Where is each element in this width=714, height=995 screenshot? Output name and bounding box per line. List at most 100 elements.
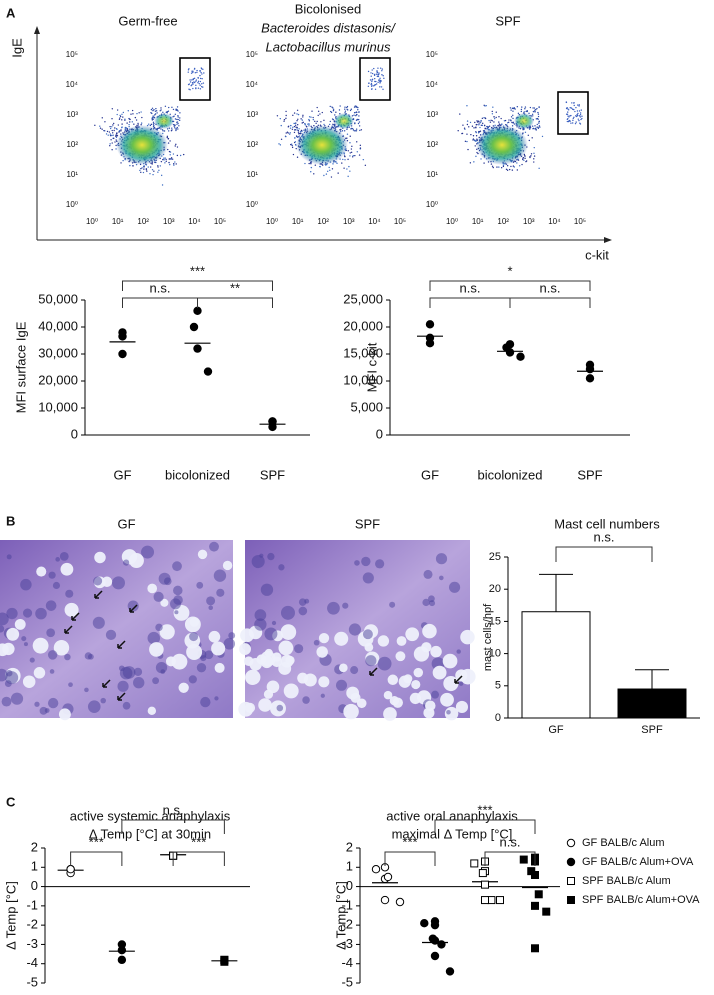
- significance-bracket: [434, 819, 536, 834]
- event-dot: [332, 163, 334, 165]
- event-dot: [153, 170, 155, 172]
- data-point: [203, 367, 213, 376]
- data-point: [531, 871, 539, 879]
- event-dot: [161, 184, 164, 186]
- y-axis-label: Δ Temp [°C]: [3, 881, 18, 950]
- cell: [49, 669, 55, 674]
- event-dot: [350, 151, 353, 154]
- event-dot: [377, 67, 379, 69]
- flow-density: [94, 67, 205, 186]
- event-dot: [113, 129, 115, 132]
- event-dot: [150, 123, 153, 126]
- cell: [442, 653, 458, 669]
- cell: [36, 566, 47, 577]
- cell: [327, 601, 340, 615]
- cell: [313, 639, 320, 646]
- event-dot: [509, 107, 512, 109]
- data-point: [534, 890, 543, 899]
- event-dot: [147, 166, 149, 168]
- cell: [318, 676, 330, 688]
- significance-label: n.s.: [460, 280, 481, 295]
- cell: [155, 623, 163, 632]
- y-tick-label: 10¹: [66, 170, 78, 179]
- event-dot: [538, 167, 540, 170]
- event-dot: [124, 118, 126, 120]
- significance-label: n.s.: [150, 280, 171, 295]
- event-dot: [128, 123, 130, 126]
- data-point: [395, 897, 405, 907]
- event-dot: [541, 135, 544, 138]
- event-dot: [177, 116, 179, 118]
- event-dot: [472, 135, 475, 137]
- event-dot: [124, 128, 126, 130]
- cell: [208, 630, 221, 643]
- y-tick-label: 10¹: [426, 170, 438, 179]
- event-dot: [200, 86, 203, 88]
- event-dot: [311, 110, 313, 112]
- event-dot: [466, 120, 469, 122]
- event-dot: [292, 114, 294, 117]
- event-dot: [151, 169, 154, 171]
- x-tick-label: 10⁴: [548, 217, 561, 226]
- event-dot: [355, 114, 357, 117]
- flow-density: [457, 101, 583, 171]
- event-dot: [500, 117, 502, 120]
- cell: [413, 667, 424, 678]
- event-dot: [300, 129, 303, 132]
- event-dot: [120, 129, 122, 131]
- cell: [206, 596, 216, 606]
- x-tick-label: GF: [548, 724, 564, 736]
- cell: [342, 602, 349, 609]
- y-tick-label: 0: [31, 878, 38, 893]
- event-dot: [141, 167, 143, 169]
- event-dot: [464, 140, 467, 143]
- event-dot: [308, 162, 310, 165]
- event-dot: [573, 104, 575, 107]
- cell: [147, 631, 161, 645]
- event-dot: [296, 113, 298, 115]
- event-dot: [189, 89, 191, 91]
- event-dot: [143, 166, 145, 168]
- event-dot: [466, 105, 468, 107]
- event-dot: [115, 139, 117, 141]
- event-dot: [321, 111, 323, 114]
- event-dot: [153, 114, 156, 116]
- cell: [123, 559, 130, 566]
- event-dot: [473, 161, 475, 163]
- arrow: [94, 590, 103, 599]
- event-dot: [355, 128, 358, 130]
- significance-bracket: [197, 297, 273, 308]
- data-point: [531, 901, 539, 910]
- data-point: [118, 349, 127, 359]
- event-dot: [501, 123, 503, 125]
- event-dot: [357, 118, 360, 121]
- event-dot: [310, 171, 312, 173]
- event-dot: [576, 113, 578, 116]
- arrow: [454, 675, 463, 684]
- data-point: [542, 907, 551, 916]
- event-dot: [112, 122, 115, 125]
- event-dot: [381, 69, 383, 72]
- event-dot: [199, 77, 202, 80]
- event-dot: [195, 80, 197, 82]
- event-dot: [129, 121, 131, 123]
- event-dot: [155, 107, 157, 110]
- cell: [100, 697, 106, 704]
- event-dot: [379, 82, 381, 84]
- event-dot: [296, 156, 299, 158]
- y-tick-label: 30,000: [38, 345, 78, 360]
- event-dot: [377, 81, 379, 84]
- event-dot: [295, 135, 298, 137]
- cell: [361, 556, 371, 567]
- event-dot: [507, 122, 509, 124]
- event-dot: [352, 154, 354, 157]
- event-dot: [101, 117, 103, 119]
- event-dot: [537, 113, 540, 115]
- event-dot: [533, 107, 536, 109]
- cell: [430, 645, 442, 658]
- panel-label: B: [6, 513, 15, 528]
- event-dot: [172, 123, 175, 126]
- chart-title: Δ Temp [°C] at 30min: [89, 826, 211, 841]
- event-dot: [566, 113, 569, 116]
- event-dot: [459, 113, 461, 115]
